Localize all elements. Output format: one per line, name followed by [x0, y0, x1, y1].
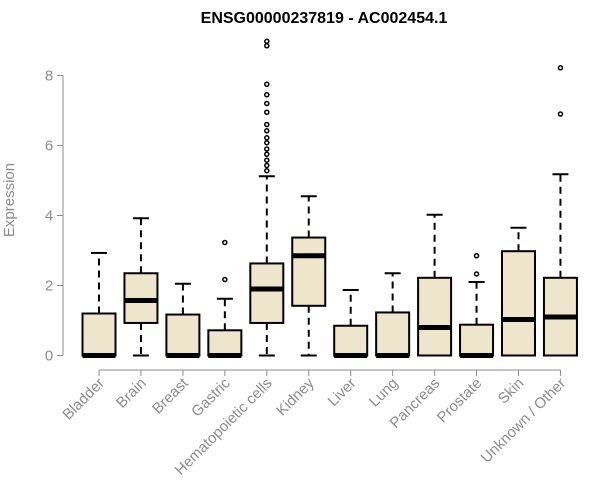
outlier-point: [264, 135, 270, 141]
outlier-point: [264, 162, 270, 169]
box-iqr: [165, 313, 201, 357]
outlier-point: [264, 43, 270, 49]
box-prostate: [459, 253, 495, 358]
x-tick-label: Lung: [366, 375, 402, 411]
outlier-point: [264, 92, 270, 98]
box-kidney: [291, 195, 327, 357]
box-iqr: [375, 311, 411, 357]
outlier-point: [264, 109, 270, 115]
outlier-point: [264, 151, 270, 157]
outlier-point: [264, 128, 270, 134]
box-hematopoietic-cells: [249, 38, 285, 357]
outlier-point: [473, 271, 480, 277]
box-iqr: [249, 262, 285, 324]
y-tick-label: 8: [45, 68, 53, 85]
outlier-point: [222, 239, 228, 246]
box-skin: [501, 226, 536, 357]
box-gastric: [207, 239, 243, 358]
box-lung: [375, 272, 411, 358]
y-tick-label: 4: [45, 208, 53, 225]
outlier-point: [264, 100, 270, 107]
box-brain: [123, 217, 159, 357]
x-tick-label: Kidney: [273, 374, 318, 419]
y-tick-label: 2: [45, 278, 53, 295]
x-tick-label: Skin: [495, 375, 528, 408]
box-iqr: [207, 329, 243, 357]
box-iqr: [81, 312, 117, 357]
box-iqr: [333, 324, 369, 357]
box-iqr: [501, 250, 536, 357]
x-tick-label: Brain: [113, 375, 150, 412]
x-tick-label: Breast: [149, 374, 192, 417]
y-axis: 0 2 4 6 8: [45, 68, 64, 365]
y-tick-label: 0: [45, 348, 53, 365]
outlier-point: [222, 276, 228, 283]
outlier-point: [264, 167, 270, 174]
x-tick-label: Bladder: [59, 375, 108, 424]
outlier-point: [473, 253, 480, 259]
outlier-point: [264, 38, 270, 44]
outlier-point: [264, 157, 270, 163]
box-unknown-other: [542, 65, 578, 357]
outlier-point: [264, 146, 270, 152]
box-breast: [165, 282, 201, 358]
y-tick-label: 6: [45, 138, 53, 155]
outlier-point: [557, 65, 564, 71]
outlier-point: [557, 111, 564, 117]
box-iqr: [417, 276, 453, 357]
chart-title: ENSG00000237819 - AC002454.1: [201, 10, 448, 27]
box-pancreas: [417, 213, 453, 357]
y-axis-title: Expression: [1, 163, 18, 237]
x-tick-label: Liver: [325, 375, 360, 410]
outlier-point: [264, 81, 270, 87]
x-tick-label: Prostate: [434, 375, 486, 427]
box-liver: [333, 289, 369, 358]
outlier-point: [264, 139, 270, 146]
box-iqr: [459, 323, 495, 357]
box-bladder: [81, 251, 117, 358]
box-series: [81, 38, 578, 358]
box-iqr: [291, 236, 327, 307]
outlier-point: [264, 121, 270, 128]
